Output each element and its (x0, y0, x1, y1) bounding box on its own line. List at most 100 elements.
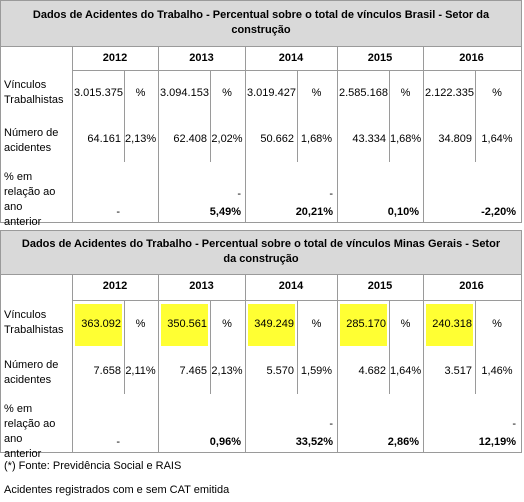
group-line (337, 274, 338, 452)
percent: 2,02% (211, 133, 243, 145)
year-header: 2015 (367, 280, 393, 292)
percent: % (311, 87, 322, 99)
group-line (72, 46, 73, 222)
percent: % (222, 87, 232, 99)
inner-line (124, 300, 125, 350)
highlight (161, 304, 208, 346)
highlight (340, 304, 387, 346)
change-sign: - (329, 418, 333, 430)
percent: 2,13% (211, 365, 243, 377)
change-value: 2,86% (387, 436, 419, 448)
change-sign: - (512, 418, 516, 430)
change-value: -2,20% (481, 206, 516, 218)
highlight (75, 304, 122, 346)
value: 2.122.335 (425, 87, 474, 99)
percent: % (492, 87, 502, 99)
value: 3.019.427 (247, 87, 296, 99)
value: 285.170 (346, 318, 386, 330)
change-value: 0,10% (387, 206, 419, 218)
value: 62.408 (173, 133, 207, 145)
year-header: 2013 (189, 52, 214, 64)
percent: % (135, 87, 146, 99)
change-value: 5,49% (209, 206, 241, 218)
border (521, 230, 522, 452)
group-line (245, 274, 246, 452)
percent: 1,59% (300, 365, 333, 377)
percent: % (400, 318, 411, 330)
percent: % (311, 318, 322, 330)
percent: 2,13% (125, 133, 157, 145)
border (0, 274, 522, 275)
change-sign: - (329, 188, 333, 200)
inner-line (210, 350, 211, 394)
inner-line (210, 300, 211, 350)
inner-line (389, 70, 390, 118)
table-title: Dados de Acidentes do Trabalho - Percent… (0, 0, 522, 46)
inner-line (210, 118, 211, 162)
group-line (337, 46, 338, 222)
year-header: 2016 (459, 52, 484, 64)
group-line (423, 274, 424, 452)
border (0, 222, 522, 223)
footnote: Acidentes registrados com e sem CAT emit… (4, 484, 230, 496)
value: 240.318 (432, 318, 472, 330)
group-line (245, 46, 246, 222)
border (0, 0, 522, 1)
change-value: 33,52% (295, 436, 333, 448)
percent: % (135, 318, 146, 330)
percent: 2,11% (125, 365, 156, 377)
group-line (423, 46, 424, 222)
year-header: 2016 (459, 280, 484, 292)
border (0, 0, 1, 222)
inner-line (210, 70, 211, 118)
year-header: 2014 (278, 52, 304, 64)
value: 50.662 (260, 133, 294, 145)
year-header: 2014 (278, 280, 304, 292)
row-label: Vínculos Trabalhistas (4, 79, 64, 106)
change-value: 0,96% (209, 436, 241, 448)
border (0, 230, 1, 452)
inner-line (475, 350, 476, 394)
inner-line (124, 70, 125, 118)
inner-line (475, 70, 476, 118)
change-value: 12,19% (478, 436, 516, 448)
inner-line (297, 350, 298, 394)
inner-line (297, 118, 298, 162)
percent: 1,46% (481, 365, 513, 377)
inner-line (297, 70, 298, 118)
value: 363.092 (81, 318, 121, 330)
percent: 1,68% (300, 133, 333, 145)
row-label: Número de acidentes (4, 127, 59, 154)
footnote: (*) Fonte: Previdência Social e RAIS (4, 460, 182, 472)
inner-line (475, 300, 476, 350)
year-header: 2013 (189, 280, 214, 292)
row-label: Número de acidentes (4, 359, 59, 386)
value: 2.585.168 (339, 87, 388, 99)
row-label: % em relação ao ano anterior (4, 403, 56, 460)
inner-line (389, 300, 390, 350)
year-header: 2015 (367, 52, 393, 64)
value: 64.161 (87, 133, 121, 145)
percent: % (492, 318, 502, 330)
border (0, 452, 522, 453)
inner-line (124, 350, 125, 394)
value: 7.658 (93, 365, 121, 377)
inner-line (389, 118, 390, 162)
value: 43.334 (352, 133, 386, 145)
year-header: 2012 (102, 52, 128, 64)
value: 3.517 (444, 365, 472, 377)
group-line (158, 274, 159, 452)
value: 3.015.375 (74, 87, 123, 99)
border (0, 230, 522, 231)
highlight (426, 304, 473, 346)
row-label: Vínculos Trabalhistas (4, 309, 64, 336)
inner-line (475, 118, 476, 162)
inner-line (124, 118, 125, 162)
value: 34.809 (438, 133, 472, 145)
highlight (248, 304, 295, 346)
percent: 1,64% (390, 365, 422, 377)
row-label: % em relação ao ano anterior (4, 171, 56, 228)
change-value: - (116, 436, 120, 448)
value: 3.094.153 (160, 87, 209, 99)
